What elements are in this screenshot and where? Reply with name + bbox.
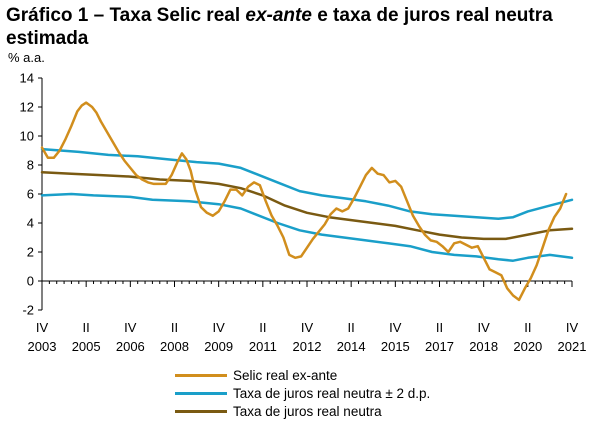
x-tick-quarter-label: II — [436, 320, 443, 335]
x-tick-quarter-label: II — [83, 320, 90, 335]
x-tick-quarter-label: IV — [389, 320, 402, 335]
y-tick-label: 6 — [27, 187, 34, 202]
series-line-neutral-rate — [40, 171, 574, 241]
y-tick-label: 14 — [20, 71, 34, 86]
legend-item-selic: Selic real ex-ante — [175, 366, 430, 384]
series-line-selic-real — [40, 101, 568, 302]
legend-label-band: Taxa de juros real neutra ± 2 d.p. — [233, 385, 431, 401]
x-tick-year-label: 2006 — [116, 339, 145, 354]
legend-label-selic: Selic real ex-ante — [233, 367, 338, 383]
x-tick-year-label: 2020 — [513, 339, 542, 354]
x-axis: IV 2003 II 2005 IV 2006 II 2008 IV 2009 II 2011 IV 20… — [28, 280, 587, 354]
x-tick-year-label: 2018 — [469, 339, 498, 354]
legend-swatch-selic — [175, 373, 227, 377]
x-tick-quarter-label: IV — [301, 320, 314, 335]
y-tick-label: 10 — [20, 129, 34, 144]
series-line-neutral-lower-band — [40, 192, 574, 262]
x-tick-quarter-label: IV — [478, 320, 491, 335]
y-tick-label: 2 — [27, 245, 34, 260]
x-tick-year-label: 2011 — [249, 339, 277, 354]
y-axis-unit-label: % a.a. — [8, 50, 45, 65]
title-part-1: Gráfico 1 – Taxa Selic real — [6, 5, 246, 26]
series-line-neutral-upper-band — [40, 147, 574, 220]
y-tick-label: 8 — [27, 158, 34, 173]
x-tick-quarter-label: IV — [36, 320, 49, 335]
x-tick-quarter-label: II — [524, 320, 531, 335]
x-tick-year-label: 2005 — [72, 339, 101, 354]
x-tick-year-label: 2017 — [425, 339, 454, 354]
x-tick-quarter-label: II — [171, 320, 178, 335]
title-part-2: e taxa de juros real neutra estimada — [6, 5, 553, 49]
y-tick-label: -2 — [22, 303, 34, 318]
x-tick-year-label: 2014 — [337, 339, 366, 354]
y-tick-label: 4 — [27, 216, 34, 231]
y-tick-label: 0 — [27, 274, 34, 289]
series-group — [40, 101, 574, 302]
x-tick-quarter-label: IV — [566, 320, 579, 335]
x-tick-quarter-label: II — [348, 320, 355, 335]
x-tick-year-label: 2008 — [160, 339, 189, 354]
x-tick-quarter-label: IV — [213, 320, 226, 335]
x-tick-quarter-label: II — [259, 320, 266, 335]
legend-label-neutral: Taxa de juros real neutra — [233, 403, 382, 419]
y-axis: -2 0 2 4 6 8 10 12 14 — [20, 71, 43, 318]
x-tick-year-label: 2021 — [558, 339, 587, 354]
legend-swatch-band — [175, 391, 227, 395]
legend: Selic real ex-ante Taxa de juros real ne… — [175, 366, 430, 420]
legend-item-band: Taxa de juros real neutra ± 2 d.p. — [175, 384, 430, 402]
x-tick-year-label: 2003 — [28, 339, 57, 354]
x-tick-year-label: 2009 — [204, 339, 233, 354]
legend-item-neutral: Taxa de juros real neutra — [175, 402, 430, 420]
y-tick-label: 12 — [20, 100, 34, 115]
title-part-italic: ex-ante — [245, 5, 312, 26]
x-tick-year-label: 2015 — [381, 339, 410, 354]
x-tick-year-label: 2012 — [293, 339, 322, 354]
chart-title: Gráfico 1 – Taxa Selic real ex-ante e ta… — [6, 4, 596, 50]
legend-swatch-neutral — [175, 409, 227, 413]
x-tick-quarter-label: IV — [124, 320, 137, 335]
